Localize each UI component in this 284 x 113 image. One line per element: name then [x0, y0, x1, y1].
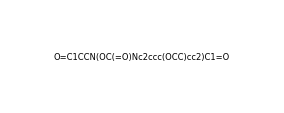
- Text: O=C1CCN(OC(=O)Nc2ccc(OCC)cc2)C1=O: O=C1CCN(OC(=O)Nc2ccc(OCC)cc2)C1=O: [54, 52, 230, 61]
